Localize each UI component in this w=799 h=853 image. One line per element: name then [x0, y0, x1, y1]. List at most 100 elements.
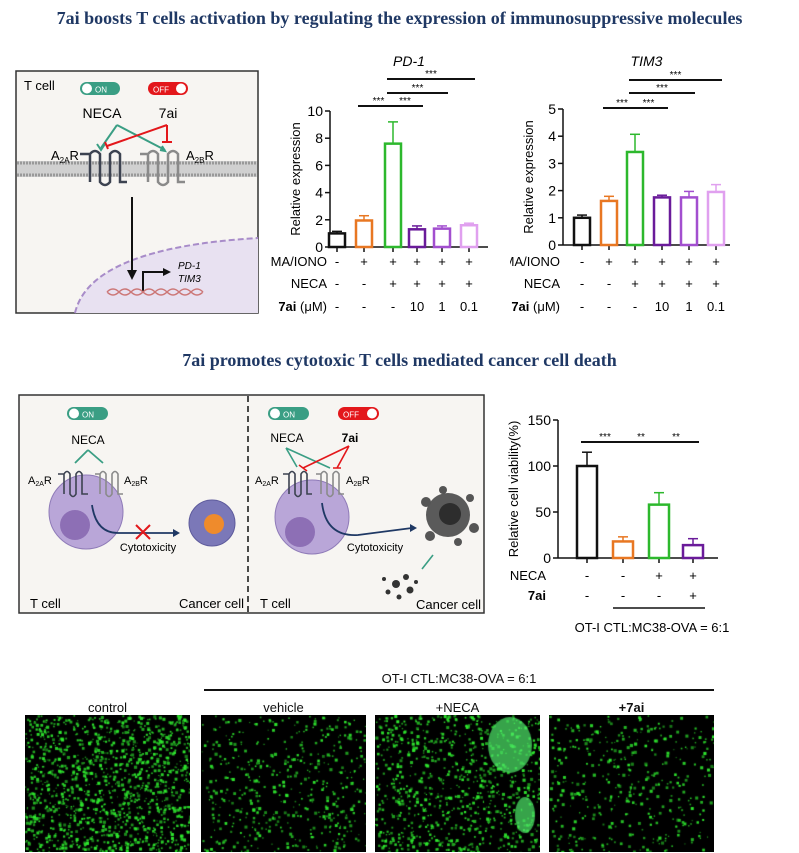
condition-cell: -: [580, 299, 584, 314]
condition-cell: +: [689, 568, 697, 583]
micrograph-neca: [375, 715, 540, 852]
cytotoxicity-label: Cytotoxicity: [347, 542, 404, 554]
significance-label: ***: [616, 98, 628, 109]
svg-text:ON: ON: [95, 86, 107, 95]
condition-cell: +: [438, 254, 446, 269]
condition-cell: +: [689, 588, 697, 603]
condition-cell: -: [607, 299, 611, 314]
nuclear-membrane: [74, 237, 259, 314]
y-tick-label: 4: [548, 128, 556, 144]
cytotoxicity-arrow: [321, 502, 413, 536]
bar: [575, 464, 599, 560]
neca-label: NECA: [71, 433, 104, 447]
bar: [611, 540, 635, 560]
svg-text:ON: ON: [82, 411, 94, 420]
dying-cancer-cell: [421, 486, 479, 546]
row-label: PMA/IONO: [270, 254, 327, 269]
condition-cell: -: [585, 588, 589, 603]
condition-cell: -: [607, 276, 611, 291]
bar: [383, 142, 403, 249]
significance-label: ***: [425, 69, 437, 80]
row-label: 7ai (μM): [278, 299, 327, 314]
activation-arrows: [285, 447, 331, 469]
a2a-receptor: [58, 470, 88, 498]
significance-label: ***: [412, 83, 424, 94]
condition-cell: 10: [410, 299, 424, 314]
panel-label-7ai: +7ai: [618, 700, 645, 715]
condition-cell: +: [413, 254, 421, 269]
condition-cell: -: [580, 254, 584, 269]
t-cell-nucleus: [285, 517, 315, 547]
condition-cell: +: [658, 276, 666, 291]
mechanism-diagram: T cell ON OFF NECA 7ai A2AR A2BR PD-1 TI…: [15, 70, 259, 314]
condition-cell: +: [712, 276, 720, 291]
y-tick-label: 100: [528, 458, 552, 474]
y-tick-label: 150: [528, 412, 552, 428]
middle-title: 7ai promotes cytotoxic T cells mediated …: [182, 350, 617, 370]
chart-caption: OT-I CTL:MC38-OVA = 6:1: [575, 620, 730, 635]
a2b-receptor: [95, 470, 123, 498]
cell-label: T cell: [24, 78, 55, 93]
activation-arrows: [100, 124, 166, 151]
micrograph-group-header: OT-I CTL:MC38-OVA = 6:1: [381, 671, 537, 686]
y-tick-label: 0: [548, 237, 556, 253]
y-tick-label: 2: [315, 212, 323, 228]
off-toggle: OFF: [338, 407, 379, 420]
chart-title: PD-1: [393, 53, 425, 69]
a2a-receptor: [283, 470, 312, 498]
chart-title: TIM3: [631, 53, 663, 69]
bar: [652, 196, 672, 247]
a2b-receptor: [316, 470, 344, 498]
significance-label: **: [637, 432, 645, 443]
gene-tim3: TIM3: [178, 274, 201, 285]
condition-cell: +: [438, 276, 446, 291]
condition-cell: +: [413, 276, 421, 291]
condition-cell: -: [335, 276, 339, 291]
condition-cell: 10: [655, 299, 669, 314]
condition-cell: -: [633, 299, 637, 314]
condition-cell: -: [362, 276, 366, 291]
y-tick-label: 3: [548, 155, 556, 171]
condition-cell: +: [389, 254, 397, 269]
panel-label-control: control: [87, 700, 128, 715]
bar: [407, 228, 427, 249]
significance-label: ***: [670, 70, 682, 81]
on-toggle: ON: [67, 407, 108, 420]
significance-label: ***: [599, 432, 611, 443]
y-tick-label: 1: [548, 210, 556, 226]
cancer-cell-label: Cancer cell: [416, 597, 481, 612]
row-label: NECA: [291, 276, 327, 291]
t-cell-label: T cell: [30, 596, 61, 611]
row-label: 7ai: [528, 588, 546, 603]
a2a-label: A2AR: [51, 148, 79, 165]
bar: [599, 199, 619, 247]
condition-cell: +: [685, 276, 693, 291]
condition-cell: -: [621, 588, 625, 603]
bar: [432, 227, 452, 249]
a2b-label: A2BR: [124, 475, 148, 488]
a2a-receptor: [80, 149, 127, 187]
neca-label: NECA: [270, 431, 303, 445]
on-toggle: ON: [80, 82, 120, 95]
a2a-label: A2AR: [28, 475, 52, 488]
row-label: PMA/IONO: [510, 254, 560, 269]
condition-cell: +: [658, 254, 666, 269]
condition-cell: 1: [438, 299, 445, 314]
y-axis-label: Relative cell viability(%): [506, 421, 521, 558]
t-cell: [274, 479, 350, 555]
cancer-cell-nucleus: [204, 514, 224, 534]
significance-label: ***: [373, 96, 385, 107]
bar: [354, 219, 374, 249]
condition-cell: -: [335, 254, 339, 269]
y-tick-label: 8: [315, 130, 323, 146]
condition-cell: -: [362, 299, 366, 314]
group-underline: [204, 689, 714, 691]
cancer-cell-label: Cancer cell: [179, 596, 244, 611]
bar: [679, 196, 699, 247]
t-cell-nucleus: [60, 510, 90, 540]
inhibition-arrows: [298, 445, 350, 472]
bar: [327, 232, 347, 249]
significance-label: ***: [643, 98, 655, 109]
transcription-arrow: [142, 271, 165, 292]
